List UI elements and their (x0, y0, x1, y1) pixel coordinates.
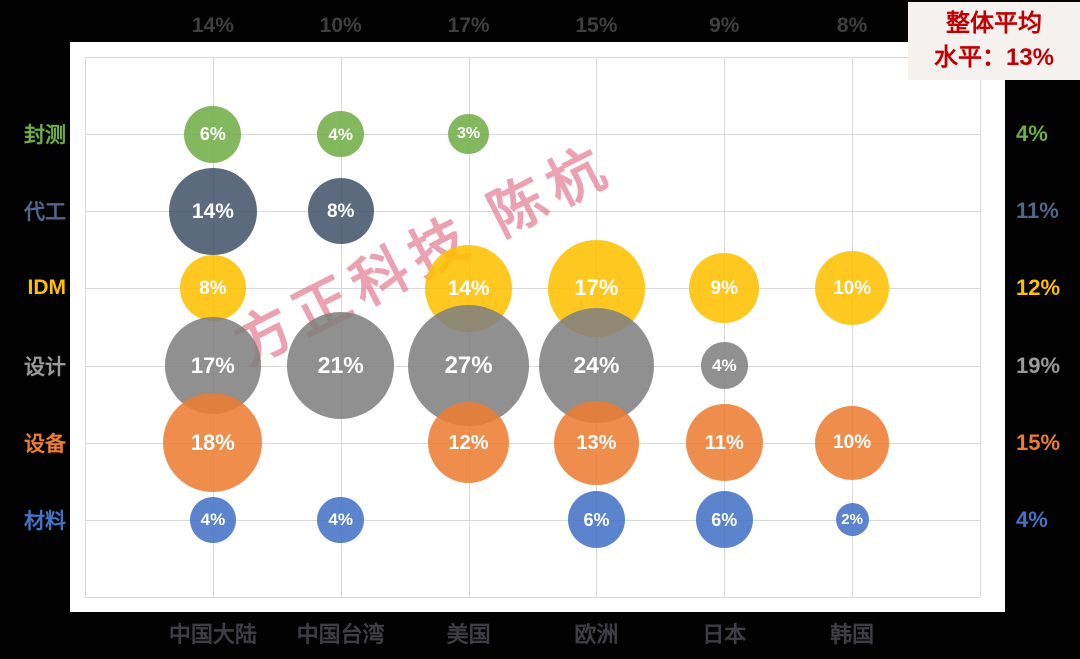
column-label-韩国: 韩国 (830, 622, 875, 647)
bubble-封测-中国大陆: 6% (184, 105, 242, 163)
overall-average-box: 整体平均 水平：13% (908, 2, 1080, 80)
bubble-value-label: 13% (576, 431, 617, 454)
bubble-value-label: 9% (710, 277, 739, 299)
bubble-value-label: 4% (712, 356, 737, 376)
bubble-IDM-日本: 9% (689, 253, 760, 324)
horizontal-gridline (85, 519, 980, 521)
column-label-中国台湾: 中国台湾 (296, 622, 385, 647)
vertical-gridline (724, 57, 726, 597)
bubble-设备-欧洲: 13% (554, 400, 639, 485)
bubble-value-label: 10% (833, 432, 872, 454)
column-total-欧洲: 15% (575, 14, 618, 37)
bubble-value-label: 6% (199, 124, 226, 145)
bubble-封测-美国: 3% (448, 113, 489, 155)
horizontal-gridline (85, 134, 980, 136)
row-label-封测: 封测 (24, 124, 66, 148)
horizontal-gridline (85, 597, 980, 598)
bubble-value-label: 24% (573, 352, 620, 379)
bubble-value-label: 4% (328, 510, 353, 530)
column-total-美国: 17% (447, 14, 490, 37)
bubble-材料-中国台湾: 4% (317, 496, 365, 544)
bubble-value-label: 6% (583, 509, 610, 530)
bubble-value-label: 8% (199, 277, 227, 299)
bubble-value-label: 12% (448, 431, 489, 454)
column-total-中国大陆: 14% (191, 14, 234, 37)
bubble-value-label: 8% (326, 200, 355, 222)
vertical-gridline (980, 57, 981, 597)
vertical-gridline (85, 57, 86, 597)
horizontal-gridline (85, 365, 980, 367)
bubble-value-label: 17% (574, 275, 619, 301)
overall-average-line1: 整体平均 (946, 10, 1042, 37)
bubble-材料-韩国: 2% (835, 503, 869, 537)
bubble-材料-欧洲: 6% (567, 491, 626, 549)
row-average-封测: 4% (1016, 121, 1048, 147)
bubble-value-label: 4% (200, 510, 226, 530)
bubble-IDM-韩国: 10% (815, 251, 890, 326)
column-label-美国: 美国 (446, 622, 491, 647)
vertical-gridline (852, 57, 854, 597)
row-label-代工: 代工 (24, 201, 66, 225)
row-average-代工: 11% (1016, 198, 1059, 224)
column-label-中国大陆: 中国大陆 (168, 622, 257, 647)
row-average-设备: 15% (1016, 429, 1061, 455)
horizontal-gridline (85, 288, 980, 290)
row-average-设计: 19% (1016, 352, 1061, 378)
bubble-value-label: 18% (190, 429, 235, 455)
bubble-设备-美国: 12% (428, 402, 510, 484)
bubble-value-label: 14% (447, 276, 490, 300)
overall-average-line2: 水平：13% (933, 44, 1055, 71)
bubble-材料-中国大陆: 4% (189, 496, 237, 544)
column-total-中国台湾: 10% (319, 14, 362, 37)
bubble-value-label: 14% (191, 199, 234, 223)
row-label-材料: 材料 (24, 509, 66, 533)
row-label-设计: 设计 (24, 355, 66, 379)
bubble-value-label: 11% (704, 431, 744, 454)
row-label-设备: 设备 (24, 432, 66, 456)
bubble-材料-日本: 6% (695, 491, 753, 549)
row-label-IDM: IDM (27, 276, 67, 300)
bubble-封测-中国台湾: 4% (317, 110, 365, 158)
bubble-value-label: 17% (190, 352, 235, 378)
bubble-设备-中国大陆: 18% (163, 393, 263, 493)
column-label-欧洲: 欧洲 (574, 622, 619, 647)
bubble-设备-日本: 11% (685, 403, 764, 482)
bubble-value-label: 2% (841, 511, 863, 529)
horizontal-gridline (85, 211, 980, 213)
bubble-IDM-中国大陆: 8% (179, 255, 246, 322)
column-total-韩国: 8% (836, 14, 868, 37)
bubble-value-label: 27% (444, 351, 493, 379)
row-average-材料: 4% (1016, 506, 1048, 532)
bubble-value-label: 3% (456, 125, 481, 143)
horizontal-gridline (85, 57, 980, 58)
bubble-value-label: 21% (317, 352, 364, 379)
bubble-设备-韩国: 10% (815, 405, 890, 480)
bubble-value-label: 6% (711, 509, 738, 530)
column-label-日本: 日本 (702, 622, 747, 647)
bubble-代工-中国台湾: 8% (307, 178, 374, 245)
bubble-代工-中国大陆: 14% (169, 167, 257, 256)
bubble-设计-日本: 4% (700, 342, 748, 389)
bubble-设计-中国台湾: 21% (287, 312, 395, 420)
horizontal-gridline (85, 442, 980, 444)
bubble-value-label: 10% (833, 277, 872, 299)
row-average-IDM: 12% (1016, 275, 1061, 301)
bubble-value-label: 4% (328, 124, 353, 144)
column-total-日本: 9% (709, 14, 740, 37)
